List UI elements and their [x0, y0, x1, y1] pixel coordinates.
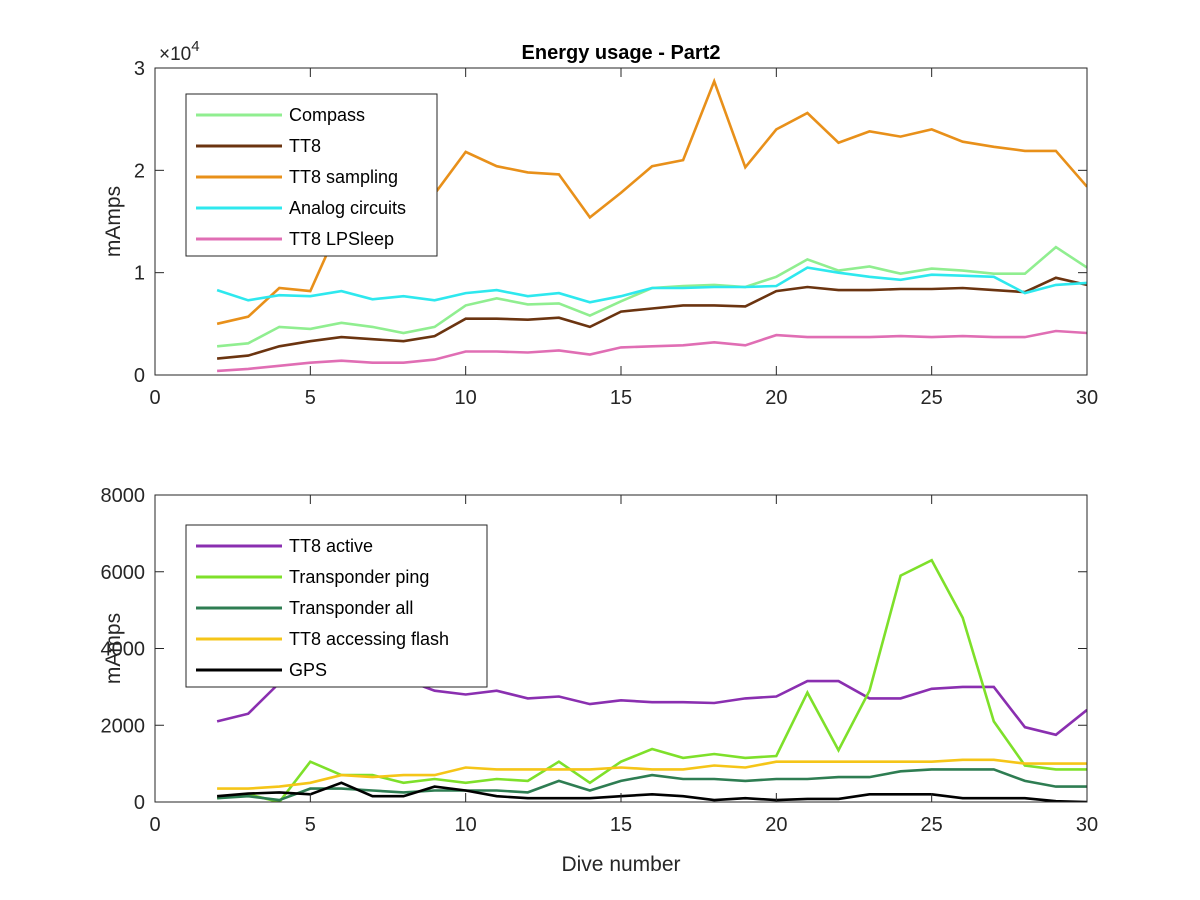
legend-label: TT8 accessing flash [289, 629, 449, 649]
x-tick-label: 10 [455, 814, 477, 836]
x-tick-label: 30 [1076, 814, 1098, 836]
y-tick-label: 0 [134, 792, 145, 814]
y-tick-label: 1 [134, 263, 145, 285]
x-tick-label: 5 [305, 387, 316, 409]
legend-label: TT8 [289, 136, 321, 156]
series-line-tt8-accessing-flash [217, 758, 1087, 790]
legend-label: TT8 LPSleep [289, 229, 394, 249]
y-tick-label: 8000 [101, 485, 146, 507]
series-line-gps [216, 781, 1087, 802]
chart-title: Energy usage - Part2 [522, 42, 721, 64]
x-tick-label: 0 [149, 814, 160, 836]
legend-label: Transponder all [289, 598, 413, 618]
bottom-energy-panel: 0 5 10 15 20 25 30 0 2000 4000 6000 8000 mAmps Dive n… [101, 485, 1099, 876]
legend-label: Compass [289, 105, 365, 125]
x-tick-label: 25 [921, 387, 943, 409]
x-tick-label: 25 [921, 814, 943, 836]
series-lines [216, 77, 1087, 373]
x-axis-label: Dive number [561, 853, 680, 876]
x-tick-label: 5 [305, 814, 316, 836]
series-line-analog-circuits [216, 266, 1087, 304]
legend: TT8 active Transponder ping Transponder al… [185, 524, 488, 688]
x-tick-label: 20 [765, 814, 787, 836]
legend-label: Analog circuits [289, 198, 406, 218]
series-lines [216, 558, 1087, 802]
x-tick-label: 15 [610, 387, 632, 409]
legend-box [185, 524, 488, 688]
series-line-tt8-lpsleep [217, 329, 1087, 373]
x-tick-label: 10 [455, 387, 477, 409]
y-axis-label: mAmps [102, 186, 125, 257]
y-exponent-power: 4 [191, 38, 199, 55]
y-tick-label: 6000 [101, 562, 146, 584]
legend-label: Transponder ping [289, 567, 429, 587]
x-tick-label: 30 [1076, 387, 1098, 409]
y-tick-label: 3 [134, 58, 145, 80]
x-tick-label: 0 [149, 387, 160, 409]
y-tick-label: 0 [134, 365, 145, 387]
y-tick-label: 2 [134, 160, 145, 182]
y-tick-label: 4000 [101, 639, 146, 661]
legend-box [185, 93, 438, 257]
y-tick-label: 2000 [101, 715, 146, 737]
y-axis-label: mAmps [102, 613, 125, 684]
legend-label: GPS [289, 660, 327, 680]
legend: Compass TT8 TT8 sampling Analog circuits TT8… [185, 93, 438, 257]
legend-label: TT8 active [289, 536, 373, 556]
series-line-tt8 [216, 276, 1087, 360]
series-line-transponder-all [217, 768, 1087, 802]
x-tick-label: 15 [610, 814, 632, 836]
series-line-transponder-ping [216, 558, 1087, 802]
legend-label: TT8 sampling [289, 167, 398, 187]
x-tick-label: 20 [765, 387, 787, 409]
